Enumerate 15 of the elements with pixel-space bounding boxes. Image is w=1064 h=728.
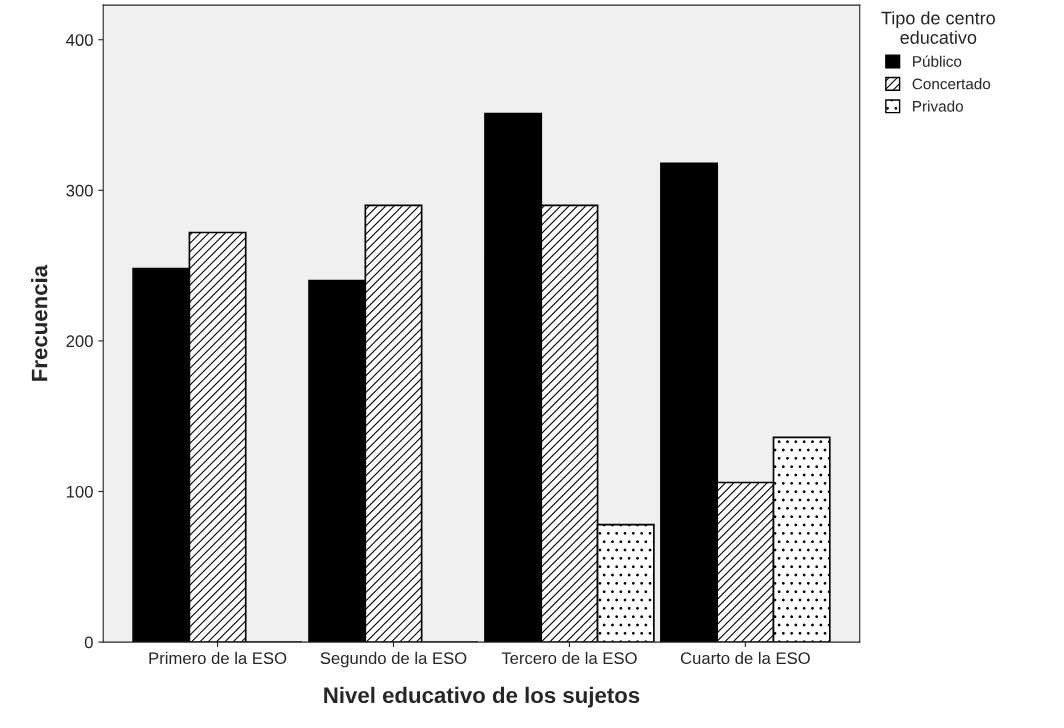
y-tick-label: 0 — [84, 636, 93, 649]
y-tick-label: 400 — [66, 34, 93, 46]
y-tick-label: 300 — [66, 184, 93, 197]
legend-label: Privado — [913, 100, 963, 112]
x-tick-label: Segundo de la ESO — [320, 651, 467, 668]
x-tick-label: Cuarto de la ESO — [680, 651, 810, 665]
legend-label: Público — [913, 55, 962, 67]
x-axis-title: Nivel educativo de los sujetos — [324, 686, 640, 708]
x-tick-label: Tercero de la ESO — [501, 651, 637, 665]
x-tick-label: Primero de la ESO — [149, 651, 287, 665]
y-tick-label: 100 — [66, 485, 93, 498]
y-axis-title: Frecuencia — [31, 264, 48, 381]
legend-label: Concertado — [912, 78, 991, 90]
legend-title: Tipo de centro educativo — [881, 11, 995, 44]
y-tick-label: 200 — [66, 335, 93, 348]
